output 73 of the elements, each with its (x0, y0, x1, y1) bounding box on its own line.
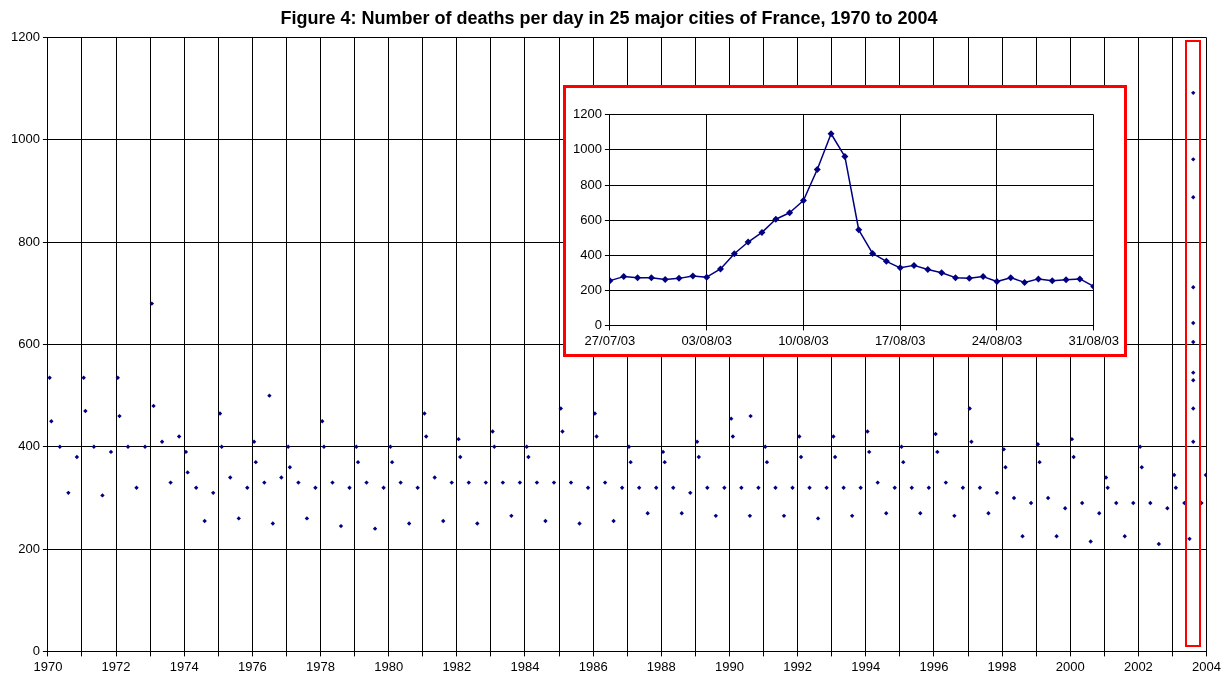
point (689, 272, 697, 280)
point (827, 130, 835, 138)
point (813, 166, 821, 174)
point (758, 228, 766, 236)
point (1007, 274, 1015, 282)
point (855, 226, 863, 234)
point (841, 153, 849, 161)
point (772, 215, 780, 223)
y-tick-label: 600 (580, 211, 602, 227)
x-tick-label: 2004 (1192, 658, 1221, 674)
y-tick-label: 400 (18, 438, 40, 454)
x-tick-label: 1978 (306, 658, 335, 674)
x-tick-label: 1970 (33, 658, 63, 674)
x-tick-label: 1998 (987, 658, 1017, 674)
point (703, 273, 711, 281)
point (1062, 276, 1070, 284)
point (993, 278, 1001, 286)
x-tick-label: 2002 (1123, 658, 1153, 674)
x-tick-label: 24/08/03 (971, 332, 1023, 348)
y-tick-label: 800 (18, 233, 40, 249)
point (1034, 275, 1042, 283)
point (744, 238, 752, 246)
x-tick-label: 1988 (646, 658, 676, 674)
x-tick-label: 1972 (101, 658, 131, 674)
point (1021, 278, 1029, 286)
y-tick-label: 800 (580, 176, 602, 192)
y-tick-label: 1200 (11, 29, 40, 45)
point (620, 273, 628, 281)
y-tick-label: 1000 (11, 131, 40, 147)
point (882, 257, 890, 265)
point (924, 266, 932, 274)
point (661, 275, 669, 283)
point (730, 250, 738, 258)
x-tick-label: 27/07/03 (584, 332, 636, 348)
x-tick-label: 10/08/03 (778, 332, 829, 348)
point (979, 273, 987, 281)
y-tick-label: 200 (18, 540, 40, 556)
chart-title: Figure 4: Number of deaths per day in 25 major cities of France, 1970 to 2004 (280, 7, 938, 28)
point (717, 265, 724, 273)
x-tick-label: 1990 (715, 658, 744, 674)
point (938, 269, 946, 277)
y-tick-label: 1000 (573, 141, 602, 157)
point (1048, 277, 1056, 285)
point (869, 249, 877, 257)
point (799, 196, 807, 204)
x-tick-label: 1984 (510, 658, 540, 674)
y-tick-label: 0 (32, 642, 40, 658)
x-tick-label: 1996 (919, 658, 949, 674)
x-tick-label: 1982 (442, 658, 472, 674)
x-tick-label: 17/08/03 (874, 332, 926, 348)
y-tick-label: 0 (594, 316, 602, 332)
x-tick-label: 1974 (169, 658, 199, 674)
point (647, 274, 655, 282)
x-tick-label: 31/08/03 (1068, 332, 1119, 348)
x-tick-label: 1994 (851, 658, 881, 674)
point (951, 274, 959, 282)
y-tick-label: 1200 (573, 106, 602, 122)
point (896, 264, 904, 272)
point (910, 261, 918, 269)
y-tick-label: 600 (18, 336, 40, 352)
y-tick-label: 400 (580, 246, 602, 262)
point (965, 274, 973, 282)
x-tick-label: 1992 (783, 658, 813, 674)
point (634, 274, 642, 282)
point (1076, 275, 1084, 283)
x-tick-label: 1980 (374, 658, 404, 674)
y-tick-label: 200 (580, 281, 602, 297)
x-tick-label: 2000 (1055, 658, 1085, 674)
x-tick-label: 1986 (578, 658, 608, 674)
point (786, 209, 794, 217)
x-tick-label: 03/08/03 (681, 332, 732, 348)
x-tick-label: 1976 (237, 658, 267, 674)
point (675, 274, 683, 282)
